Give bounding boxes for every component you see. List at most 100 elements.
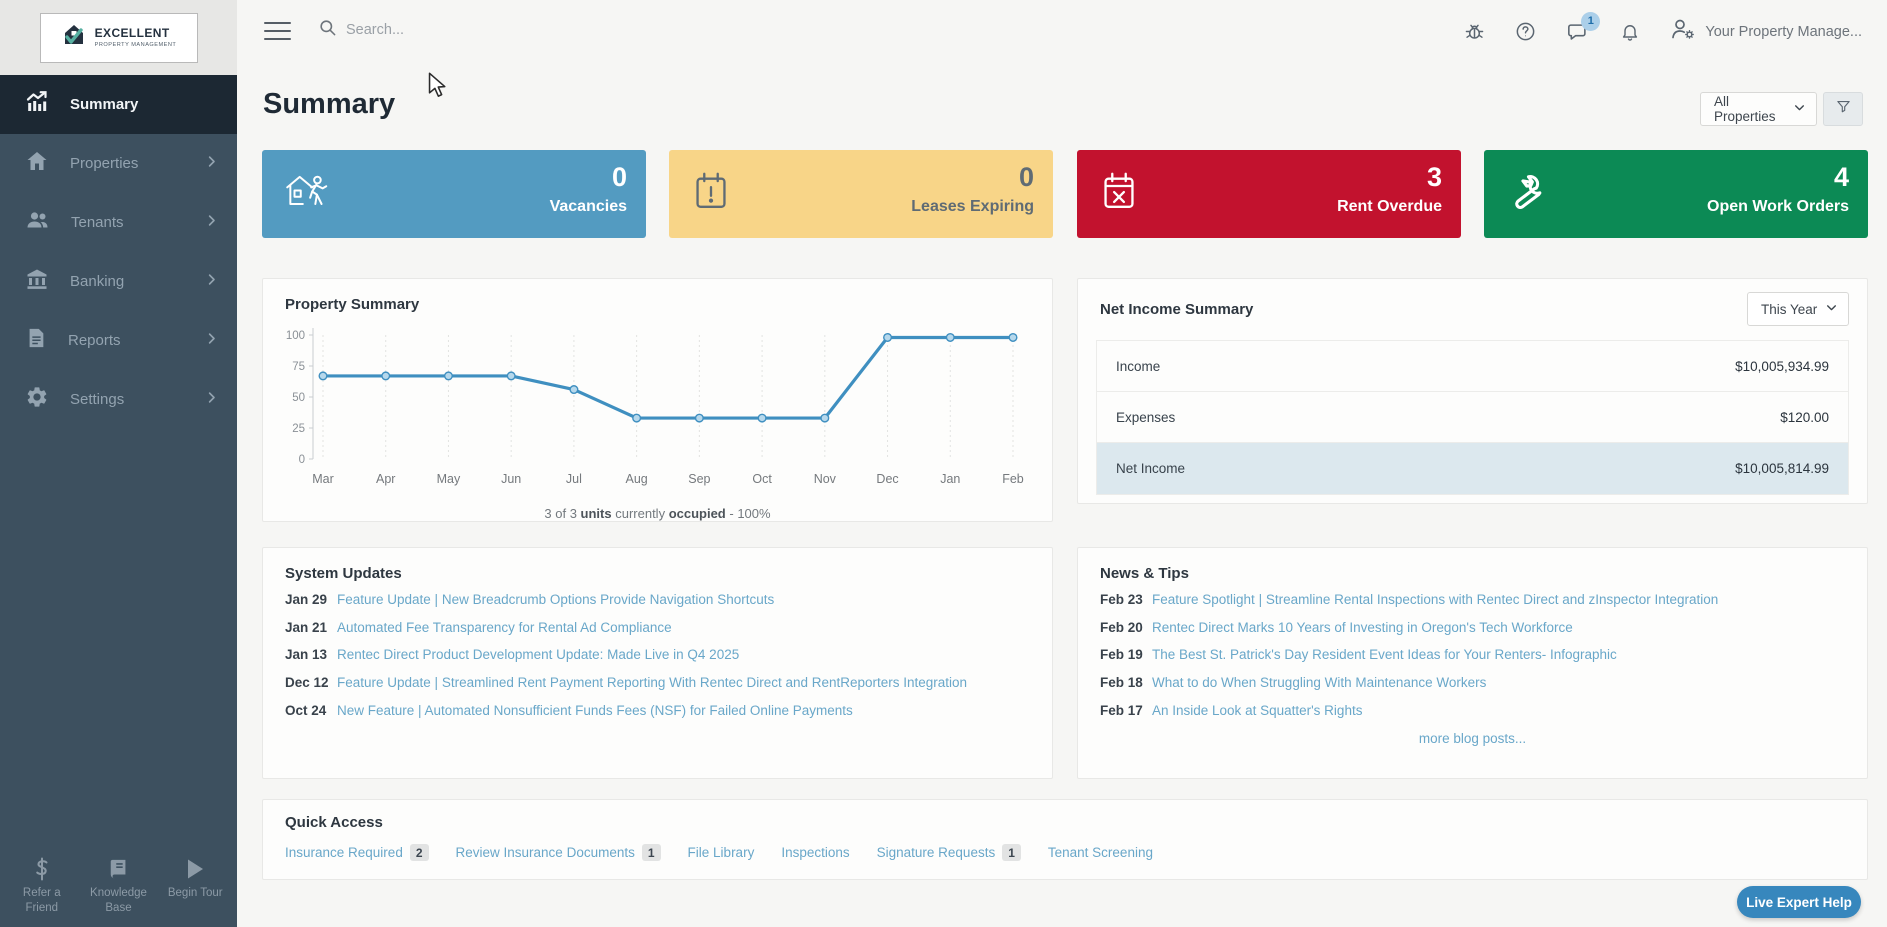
news-link[interactable]: Feature Spotlight | Streamline Rental In… (1152, 592, 1719, 607)
sidebar-item-properties[interactable]: Properties (0, 134, 237, 193)
chat-notification-badge: 1 (1581, 11, 1601, 31)
more-blog-posts-link[interactable]: more blog posts... (1418, 730, 1527, 746)
period-select[interactable]: This Year (1747, 292, 1849, 326)
summary-chart-icon (25, 90, 49, 119)
user-account-menu[interactable]: Your Property Manage... (1670, 18, 1862, 45)
item-date: Feb 17 (1100, 702, 1143, 718)
funnel-icon (1835, 98, 1852, 120)
chevron-right-icon (204, 390, 219, 410)
link-label: Signature Requests (876, 845, 996, 860)
calendar-warning-icon (689, 170, 733, 219)
update-link[interactable]: New Feature | Automated Nonsufficient Fu… (337, 702, 853, 718)
svg-text:Aug: Aug (626, 472, 648, 486)
net-income-table: Income $10,005,934.99 Expenses $120.00 N… (1096, 340, 1849, 495)
news-link[interactable]: Rentec Direct Marks 10 Years of Investin… (1152, 619, 1573, 635)
property-filter-select[interactable]: All Properties (1700, 92, 1817, 126)
update-link[interactable]: Automated Fee Transparency for Rental Ad… (337, 619, 672, 635)
news-link[interactable]: An Inside Look at Squatter's Rights (1152, 702, 1363, 718)
page-title: Summary (263, 88, 396, 120)
gear-icon (25, 385, 49, 414)
caption-segment: units (580, 506, 612, 521)
update-link[interactable]: Feature Update | Streamlined Rent Paymen… (337, 675, 968, 691)
live-expert-help-button[interactable]: Live Expert Help (1737, 886, 1861, 918)
topbar-icons: 1 Your Property Manage... (1464, 11, 1862, 45)
list-item: Feb 20 Rentec Direct Marks 10 Years of In… (1100, 620, 1845, 636)
vacancy-house-icon (282, 171, 332, 218)
row-label: Expenses (1116, 409, 1176, 425)
company-logo: EXCELLENT PROPERTY MANAGEMENT (39, 12, 198, 63)
item-date: Feb 18 (1100, 675, 1143, 691)
hamburger-menu-button[interactable] (264, 22, 291, 40)
item-date: Jan 29 (285, 592, 328, 607)
sidebar-item-banking[interactable]: Banking (0, 252, 237, 311)
count-badge: 1 (1002, 844, 1021, 861)
open-work-orders-card[interactable]: 4 Open Work Orders (1484, 150, 1868, 238)
card-label: Vacancies (549, 198, 627, 215)
period-value: This Year (1761, 301, 1818, 317)
property-summary-panel: Property Summary 0 25 50 75 100 Mar Apr May Jun J… (262, 278, 1053, 522)
item-date: Feb 20 (1100, 619, 1143, 635)
property-summary-chart: 0 25 50 75 100 Mar Apr May Jun Jul Aug Sep Oct Nov Dec… (286, 328, 1024, 486)
report-file-icon (25, 326, 47, 355)
panel-title: Property Summary (285, 296, 420, 313)
link-label: Inspections (781, 845, 850, 860)
card-value: 4 (1833, 162, 1849, 192)
leases-expiring-card[interactable]: 0 Leases Expiring (669, 150, 1053, 238)
sidebar-item-label: Tenants (71, 214, 124, 231)
svg-text:Oct: Oct (752, 472, 772, 486)
sidebar-item-label: Summary (70, 96, 139, 113)
system-updates-panel: System Updates Jan 29 Feature Update | Ne… (262, 547, 1053, 779)
svg-text:50: 50 (292, 392, 305, 404)
row-label: Net Income (1116, 461, 1186, 476)
panel-title: News & Tips (1100, 565, 1189, 582)
quick-access-review-insurance-documents[interactable]: Review Insurance Documents 1 (456, 844, 661, 861)
quick-access-inspections[interactable]: Inspections (781, 845, 849, 860)
news-link[interactable]: What to do When Struggling With Maintena… (1152, 675, 1487, 691)
news-tips-panel: News & Tips Feb 23 Feature Spotlight | St… (1077, 547, 1868, 779)
row-value: $10,005,814.99 (1735, 461, 1829, 476)
caption-segment: 3 of 3 (544, 506, 581, 521)
chevron-down-icon (1825, 301, 1838, 317)
news-link[interactable]: The Best St. Patrick's Day Resident Even… (1152, 647, 1617, 663)
chat-icon[interactable]: 1 (1566, 11, 1601, 43)
item-date: Jan 13 (285, 647, 328, 663)
update-link[interactable]: Rentec Direct Product Development Update… (337, 647, 740, 663)
sidebar-item-tenants[interactable]: Tenants (0, 193, 237, 252)
filter-funnel-button[interactable] (1823, 92, 1863, 126)
sidebar-item-reports[interactable]: Reports (0, 311, 237, 370)
link-label: Review Insurance Documents (455, 845, 635, 860)
income-row: Income $10,005,934.99 (1097, 341, 1848, 392)
rent-overdue-card[interactable]: 3 Rent Overdue (1077, 150, 1461, 238)
card-value: 0 (611, 162, 627, 192)
sidebar-item-settings[interactable]: Settings (0, 370, 237, 429)
chevron-right-icon (204, 272, 219, 292)
refer-a-friend-button[interactable]: Refer a Friend (7, 856, 77, 917)
logo-name: EXCELLENT (94, 26, 170, 41)
quick-access-file-library[interactable]: File Library (688, 845, 755, 860)
item-date: Feb 19 (1100, 647, 1143, 663)
update-link[interactable]: Feature Update | New Breadcrumb Options … (337, 592, 775, 607)
sidebar-item-summary[interactable]: Summary (0, 75, 237, 134)
occupancy-caption: 3 of 3 units currently occupied - 100% (263, 506, 1052, 521)
mouse-cursor (427, 72, 449, 103)
notifications-bell-icon[interactable] (1620, 21, 1640, 43)
begin-tour-button[interactable]: Begin Tour (160, 856, 230, 917)
vacancies-card[interactable]: 0 Vacancies (262, 150, 646, 238)
dollar-icon (7, 856, 77, 882)
card-label: Open Work Orders (1707, 198, 1849, 215)
help-icon[interactable] (1515, 21, 1536, 42)
svg-text:Jun: Jun (501, 472, 521, 486)
chevron-right-icon (204, 154, 219, 174)
quick-access-signature-requests[interactable]: Signature Requests 1 (877, 844, 1021, 861)
svg-text:Jan: Jan (940, 472, 960, 486)
quick-access-tenant-screening[interactable]: Tenant Screening (1048, 845, 1153, 860)
search-input[interactable] (346, 22, 626, 38)
book-icon (84, 856, 154, 882)
quick-access-insurance-required[interactable]: Insurance Required 2 (285, 844, 429, 861)
svg-text:25: 25 (292, 423, 305, 435)
bug-report-icon[interactable] (1464, 21, 1485, 42)
logo-tagline: PROPERTY MANAGEMENT (94, 41, 177, 48)
sidebar: EXCELLENT PROPERTY MANAGEMENT Summary Pr… (0, 0, 237, 927)
knowledge-base-button[interactable]: Knowledge Base (84, 856, 154, 917)
